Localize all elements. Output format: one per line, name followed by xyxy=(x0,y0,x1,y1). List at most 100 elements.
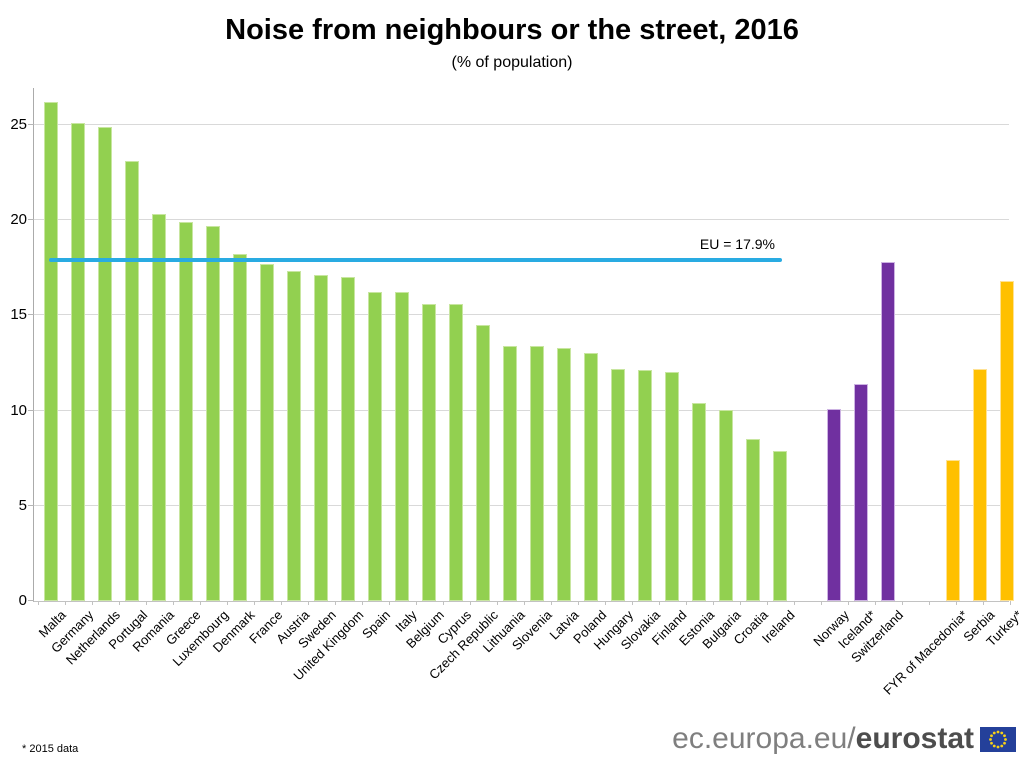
x-axis-tick xyxy=(793,601,795,605)
bar-malta xyxy=(44,102,58,601)
x-axis-tick xyxy=(361,601,363,605)
x-axis-tick xyxy=(199,601,201,605)
eu-flag-stars xyxy=(989,730,1007,749)
eu-reference-line xyxy=(49,258,782,262)
bar-slovenia xyxy=(530,346,544,601)
x-axis-tick xyxy=(928,601,930,605)
x-axis-tick xyxy=(334,601,336,605)
x-axis-tick xyxy=(847,601,849,605)
chart-title: Noise from neighbours or the street, 201… xyxy=(225,14,799,46)
x-axis-tick xyxy=(550,601,552,605)
x-axis-tick xyxy=(631,601,633,605)
gridline-25 xyxy=(34,123,1009,125)
y-axis-tick-25 xyxy=(28,123,34,125)
x-axis-tick xyxy=(955,601,957,605)
x-axis-tick xyxy=(37,601,39,605)
plot-area xyxy=(28,88,1014,605)
x-axis-tick xyxy=(91,601,93,605)
x-axis-tick xyxy=(118,601,120,605)
x-axis-tick xyxy=(388,601,390,605)
bar-portugal xyxy=(125,161,139,601)
bar-hungary xyxy=(611,369,625,601)
x-axis-tick xyxy=(739,601,741,605)
bar-sweden xyxy=(314,275,328,601)
gridline-15 xyxy=(34,314,1009,316)
bar-belgium xyxy=(422,304,436,601)
chart-subtitle: (% of population) xyxy=(451,54,573,71)
bar-turkey xyxy=(999,281,1014,601)
x-axis-tick xyxy=(442,601,444,605)
x-axis-tick xyxy=(496,601,498,605)
footnote-2015-data: * 2015 data xyxy=(22,743,79,755)
y-axis-tick-5 xyxy=(28,504,34,506)
x-axis-tick xyxy=(658,601,660,605)
bar-croatia xyxy=(746,439,760,601)
x-axis-label-spain: Spain xyxy=(358,607,393,642)
bar-italy xyxy=(395,292,409,601)
bar-switzerland xyxy=(881,262,895,601)
y-axis-label-5: 5 xyxy=(18,496,27,514)
bar-slovakia xyxy=(638,370,652,601)
gridline-10 xyxy=(34,409,1009,411)
bar-lithuania xyxy=(503,346,517,601)
x-axis-tick xyxy=(874,601,876,605)
y-axis-tick-20 xyxy=(28,219,34,220)
bar-fyr-of-macedonia xyxy=(945,460,960,601)
bar-germany xyxy=(71,123,85,601)
x-axis-tick xyxy=(712,601,714,605)
y-axis-label-20: 20 xyxy=(10,211,27,228)
bar-luxembourg xyxy=(206,226,220,601)
bar-czech-republic xyxy=(476,325,490,601)
x-axis-tick xyxy=(415,601,417,605)
eurostat-branding: ec.europa.eu/eurostat xyxy=(672,722,1016,756)
x-axis-tick xyxy=(577,601,579,605)
bar-cyprus xyxy=(449,304,463,601)
x-axis-tick xyxy=(253,601,255,605)
eu-flag-icon xyxy=(980,727,1016,752)
x-axis-tick xyxy=(523,601,525,605)
bar-austria xyxy=(287,271,301,601)
x-axis-tick xyxy=(172,601,174,605)
x-axis-tick xyxy=(766,601,768,605)
bar-ireland xyxy=(773,451,787,601)
bar-france xyxy=(260,264,274,601)
bar-norway xyxy=(827,409,841,601)
gridline-5 xyxy=(34,504,1009,506)
branding-url: ec.europa.eu/ xyxy=(672,722,856,755)
x-axis-tick xyxy=(64,601,66,605)
bar-latvia xyxy=(557,348,571,601)
y-axis-tick-10 xyxy=(28,409,34,411)
x-axis-tick xyxy=(280,601,282,605)
x-axis-tick xyxy=(982,601,984,605)
bar-united-kingdom xyxy=(341,277,355,601)
y-axis-label-15: 15 xyxy=(10,306,27,324)
bar-spain xyxy=(368,292,382,601)
bar-denmark xyxy=(233,254,247,601)
x-axis-tick xyxy=(145,601,147,605)
y-axis-tick-0 xyxy=(28,600,34,601)
bar-greece xyxy=(179,222,193,601)
x-axis-tick xyxy=(685,601,687,605)
x-axis-tick xyxy=(226,601,228,605)
x-axis-tick xyxy=(604,601,606,605)
branding-eurostat: eurostat xyxy=(855,722,974,755)
bar-netherlands xyxy=(98,127,112,601)
bar-finland xyxy=(665,372,679,601)
bar-romania xyxy=(152,214,166,601)
bar-poland xyxy=(584,353,598,601)
bar-bulgaria xyxy=(719,410,733,601)
bar-estonia xyxy=(692,403,706,601)
bar-serbia xyxy=(972,369,987,601)
x-axis-tick xyxy=(820,601,822,605)
y-axis-tick-15 xyxy=(28,314,34,316)
x-axis-tick xyxy=(307,601,309,605)
y-axis-label-25: 25 xyxy=(10,115,27,133)
x-axis-tick xyxy=(469,601,471,605)
y-axis-label-10: 10 xyxy=(10,401,27,419)
eu-reference-label: EU = 17.9% xyxy=(699,236,775,252)
bar-iceland xyxy=(854,384,868,601)
x-axis-tick xyxy=(901,601,903,605)
x-axis-tick xyxy=(1009,601,1011,605)
gridline-20 xyxy=(34,219,1009,220)
